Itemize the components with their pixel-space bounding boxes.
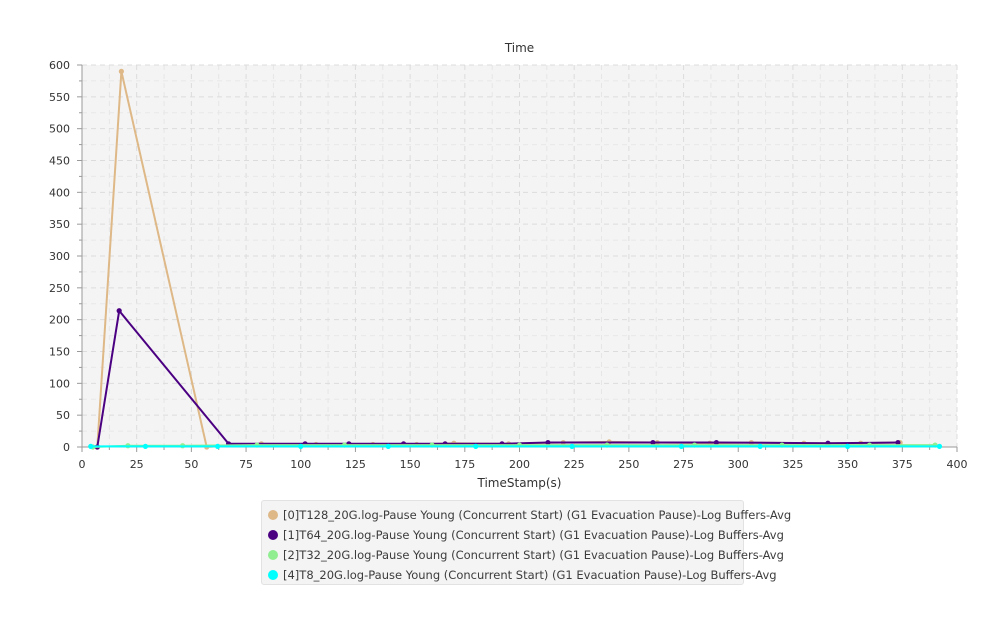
- series-point-3: [845, 443, 851, 449]
- legend-item-series-1[interactable]: [1]T64_20G.log-Pause Young (Concurrent S…: [268, 525, 784, 545]
- y-tick-label: 300: [49, 250, 70, 263]
- series-point-1: [545, 439, 551, 446]
- x-tick-label: 375: [892, 458, 913, 471]
- x-axis-label: TimeStamp(s): [477, 476, 562, 490]
- series-point-3: [757, 443, 763, 449]
- series-point-1: [650, 439, 656, 446]
- y-tick-label: 150: [49, 346, 70, 359]
- x-tick-label: 325: [782, 458, 803, 471]
- series-point-3: [678, 443, 684, 449]
- x-tick-label: 0: [79, 458, 86, 471]
- x-tick-label: 75: [239, 458, 253, 471]
- series-point-3: [473, 443, 479, 449]
- legend-label-series-0: [0]T128_20G.log-Pause Young (Concurrent …: [283, 508, 792, 522]
- y-tick-label: 550: [49, 91, 70, 104]
- x-tick-label: 125: [345, 458, 366, 471]
- x-tick-label: 175: [454, 458, 475, 471]
- series-point-3: [385, 443, 391, 449]
- series-point-3: [569, 443, 575, 449]
- series-point-3: [298, 443, 304, 449]
- y-tick-label: 450: [49, 155, 70, 168]
- x-tick-label: 400: [947, 458, 968, 471]
- legend-label-series-2: [2]T32_20G.log-Pause Young (Concurrent S…: [283, 548, 784, 562]
- x-tick-label: 200: [509, 458, 530, 471]
- legend-swatch-series-2: [268, 550, 278, 560]
- series-point-3: [88, 443, 94, 449]
- x-tick-label: 100: [290, 458, 311, 471]
- legend-label-series-3: [4]T8_20G.log-Pause Young (Concurrent St…: [283, 568, 777, 582]
- legend-swatch-series-1: [268, 530, 278, 540]
- y-tick-label: 100: [49, 377, 70, 390]
- series-point-1: [116, 308, 122, 314]
- x-tick-label: 225: [564, 458, 585, 471]
- x-tick-label: 50: [184, 458, 198, 471]
- series-point-1: [895, 439, 901, 446]
- series-point-1: [713, 439, 719, 446]
- y-tick-label: 500: [49, 123, 70, 136]
- series-point-0: [118, 68, 124, 74]
- series-point-3: [142, 443, 149, 449]
- y-tick-label: 600: [49, 59, 70, 72]
- y-tick-label: 50: [56, 409, 70, 422]
- x-tick-label: 25: [130, 458, 144, 471]
- legend-swatch-series-3: [268, 570, 278, 580]
- y-tick-label: 200: [49, 314, 70, 327]
- x-tick-label: 350: [837, 458, 858, 471]
- y-tick-label: 250: [49, 282, 70, 295]
- x-tick-label: 250: [618, 458, 639, 471]
- x-tick-label: 300: [728, 458, 749, 471]
- legend-label-series-1: [1]T64_20G.log-Pause Young (Concurrent S…: [283, 528, 784, 542]
- chart-title: Time: [504, 41, 534, 55]
- legend-item-series-3[interactable]: [4]T8_20G.log-Pause Young (Concurrent St…: [268, 565, 777, 585]
- series-point-3: [936, 443, 943, 449]
- legend-item-series-2[interactable]: [2]T32_20G.log-Pause Young (Concurrent S…: [268, 545, 784, 565]
- legend-swatch-series-0: [268, 510, 278, 520]
- legend-item-series-0[interactable]: [0]T128_20G.log-Pause Young (Concurrent …: [268, 505, 791, 525]
- x-tick-label: 275: [673, 458, 694, 471]
- y-tick-label: 0: [63, 441, 70, 454]
- series-point-3: [215, 443, 221, 449]
- legend: [0]T128_20G.log-Pause Young (Concurrent …: [261, 500, 791, 585]
- y-tick-label: 400: [49, 186, 70, 199]
- x-tick-label: 150: [400, 458, 421, 471]
- y-tick-label: 350: [49, 218, 70, 231]
